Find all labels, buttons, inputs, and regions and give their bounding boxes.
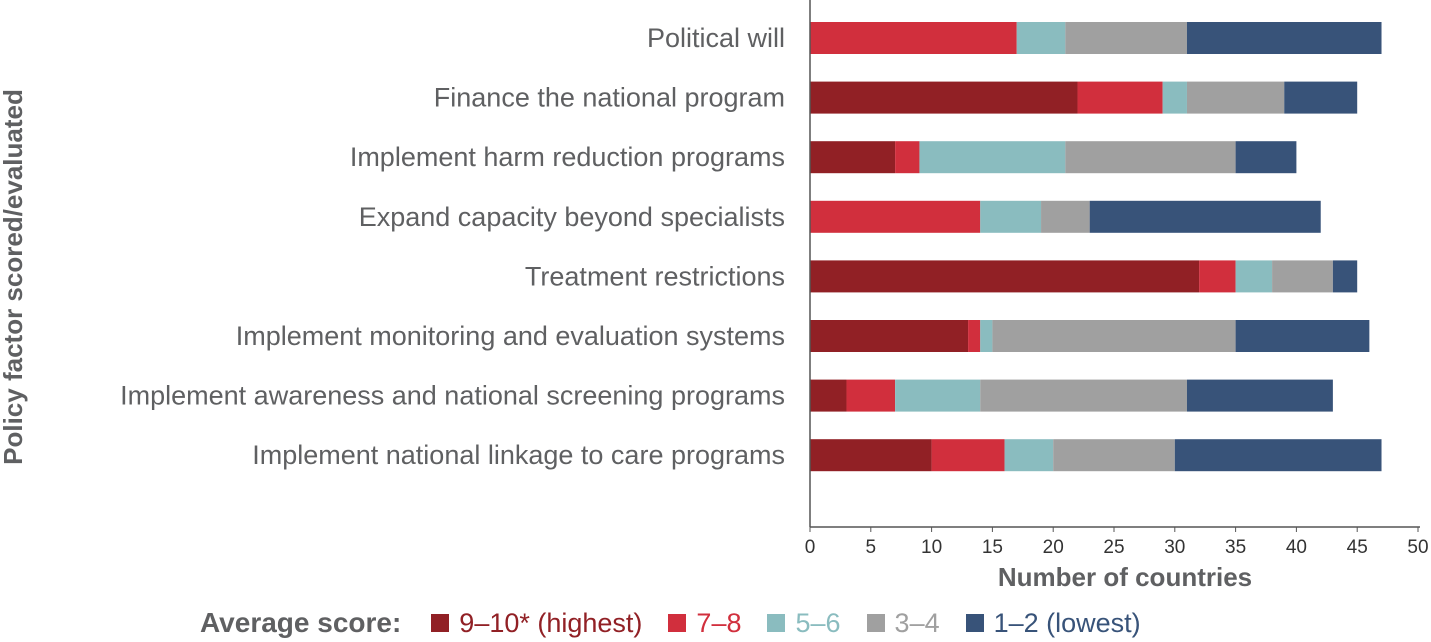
legend-items: 9–10* (highest) 7–8 5–6 3–4 1–2 (lowest) bbox=[431, 608, 1166, 639]
bar-segment bbox=[1077, 81, 1163, 114]
bar-segment bbox=[810, 379, 847, 412]
bar-segment bbox=[1272, 260, 1333, 293]
y-axis-title: Policy factor scored/evaluated bbox=[0, 89, 28, 465]
bar-segment bbox=[1199, 260, 1236, 293]
bar-segment bbox=[1065, 22, 1187, 54]
category-labels-group: Political will Finance the national progr… bbox=[120, 23, 785, 470]
x-tick-label: 40 bbox=[1286, 537, 1307, 558]
bar-segment bbox=[810, 200, 981, 233]
stacked-bar-chart: 0 5 10 15 20 25 30 35 40 45 50 Political will Finan… bbox=[0, 0, 1429, 592]
x-tick-label: 20 bbox=[1043, 537, 1064, 558]
bar-segment bbox=[810, 439, 932, 472]
bar-segment bbox=[1065, 141, 1236, 174]
x-tick-label: 50 bbox=[1407, 537, 1428, 558]
bar-segment bbox=[810, 260, 1200, 293]
legend-swatch bbox=[668, 614, 687, 632]
bar-segment bbox=[1174, 439, 1382, 472]
x-tick-label: 25 bbox=[1103, 537, 1124, 558]
category-label: Implement awareness and national screeni… bbox=[120, 381, 785, 411]
category-label: Political will bbox=[647, 23, 785, 53]
bar-segment bbox=[1053, 439, 1175, 472]
bar-segment bbox=[1162, 81, 1187, 114]
bar-segment bbox=[980, 320, 993, 352]
bar-segment bbox=[1016, 22, 1066, 54]
bar-segment bbox=[931, 439, 1005, 472]
legend-label: 5–6 bbox=[795, 607, 841, 638]
bar-segment bbox=[1235, 320, 1370, 352]
legend-swatch bbox=[431, 614, 450, 632]
bar-segment bbox=[1004, 439, 1054, 472]
x-tick-label: 15 bbox=[982, 537, 1003, 558]
bar-segment bbox=[919, 141, 1066, 174]
x-tick-label: 35 bbox=[1225, 537, 1246, 558]
bar-segment bbox=[1089, 200, 1321, 233]
bar-segment bbox=[980, 200, 1042, 233]
bar-segment bbox=[1235, 260, 1273, 293]
bar-segment bbox=[810, 320, 969, 352]
legend-label: 1–2 (lowest) bbox=[993, 607, 1141, 638]
bar-segment bbox=[980, 379, 1187, 412]
x-tick-label: 45 bbox=[1347, 537, 1368, 558]
category-label: Treatment restrictions bbox=[525, 261, 785, 291]
bar-segment bbox=[968, 320, 981, 352]
legend-item: 9–10* (highest) bbox=[431, 608, 642, 639]
x-ticks-group: 0 5 10 15 20 25 30 35 40 45 50 bbox=[805, 527, 1429, 558]
x-tick-label: 30 bbox=[1164, 537, 1185, 558]
category-label: Finance the national program bbox=[434, 83, 785, 113]
bar-segment bbox=[810, 81, 1078, 114]
bar-segment bbox=[1186, 379, 1333, 412]
bar-segment bbox=[895, 379, 981, 412]
legend: Average score: 9–10* (highest) 7–8 5–6 3–4 1… bbox=[200, 604, 1167, 642]
category-label: Implement harm reduction programs bbox=[350, 142, 785, 172]
bars-group bbox=[810, 22, 1382, 472]
bar-segment bbox=[1186, 22, 1382, 54]
bar-segment bbox=[895, 141, 920, 174]
x-axis-title: Number of countries bbox=[998, 562, 1252, 592]
bar-segment bbox=[846, 379, 896, 412]
x-tick-label: 10 bbox=[921, 537, 942, 558]
legend-swatch bbox=[866, 614, 885, 632]
x-tick-label: 5 bbox=[866, 537, 877, 558]
legend-item: 5–6 bbox=[767, 607, 841, 639]
x-tick-label: 0 bbox=[805, 537, 816, 558]
legend-swatch bbox=[767, 614, 786, 632]
category-label: Implement monitoring and evaluation syst… bbox=[236, 321, 785, 351]
legend-swatch bbox=[965, 614, 984, 632]
bar-segment bbox=[1284, 81, 1358, 114]
bar-segment bbox=[1332, 260, 1358, 293]
bar-segment bbox=[810, 141, 896, 174]
legend-label: 9–10* (highest) bbox=[459, 607, 643, 638]
legend-label: 3–4 bbox=[894, 607, 940, 638]
bar-segment bbox=[1041, 200, 1090, 233]
bar-segment bbox=[1235, 141, 1297, 174]
category-label: Expand capacity beyond specialists bbox=[359, 202, 785, 232]
bar-segment bbox=[1186, 81, 1285, 114]
bar-segment bbox=[810, 22, 1017, 54]
bar-segment bbox=[992, 320, 1236, 352]
legend-item: 7–8 bbox=[668, 608, 741, 639]
legend-item: 1–2 (lowest) bbox=[965, 607, 1141, 639]
legend-label: 7–8 bbox=[696, 607, 742, 638]
category-label: Implement national linkage to care progr… bbox=[252, 440, 785, 470]
legend-title: Average score: bbox=[200, 607, 402, 638]
legend-item: 3–4 bbox=[866, 607, 940, 639]
